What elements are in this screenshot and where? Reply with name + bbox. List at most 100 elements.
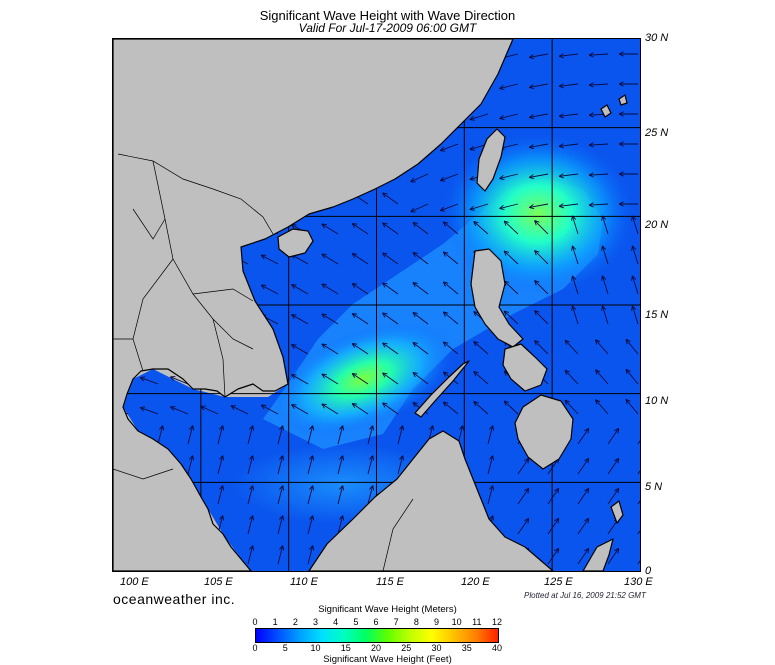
wave-arrow: [577, 457, 590, 475]
wave-arrow: [564, 399, 579, 415]
wave-arrow: [321, 373, 339, 385]
colorbar-meter-tick: 2: [292, 617, 298, 627]
wave-arrow: [139, 376, 159, 385]
colorbar-meter-tick: 0: [252, 617, 258, 627]
wave-arrow: [382, 222, 399, 235]
wave-arrow: [577, 517, 590, 535]
hainan-island: [277, 228, 314, 258]
wave-arrow: [351, 313, 369, 325]
colorbar-feet-tick: 30: [431, 643, 442, 653]
wave-arrow: [571, 245, 579, 265]
colorbar-feet-tick: 5: [282, 643, 288, 653]
wave-arrow: [534, 280, 549, 295]
lat-label-10n: 10 N: [645, 395, 669, 407]
wave-arrow: [499, 173, 519, 180]
wave-arrow: [439, 203, 459, 212]
wave-arrow: [473, 341, 489, 355]
colorbar-feet-tick: 40: [491, 643, 503, 653]
map-canvas: [113, 39, 640, 571]
wave-arrow: [170, 406, 189, 415]
wave-arrow: [637, 530, 640, 535]
colorbar-meter-tick: 11: [472, 617, 482, 627]
wave-arrow: [577, 487, 590, 505]
wave-arrow: [547, 517, 560, 535]
lon-label-115e: 115 E: [376, 576, 404, 588]
wave-arrow: [607, 427, 620, 445]
borneo-island: [308, 430, 554, 571]
wave-arrow: [558, 173, 579, 179]
colorbar-feet-tick: 10: [310, 643, 321, 653]
wave-arrow: [367, 425, 375, 445]
wave-arrow: [529, 83, 549, 90]
wave-arrow: [247, 425, 255, 445]
colorbar-feet-tick: 35: [461, 643, 472, 653]
colorbar-meter-tick: 7: [393, 617, 399, 627]
wave-arrow: [571, 305, 579, 325]
wave-arrow: [534, 250, 549, 265]
lon-label-105e: 105 E: [204, 576, 233, 588]
wave-arrow: [217, 485, 225, 505]
colorbar-meter-tick: 6: [373, 617, 379, 627]
wave-arrow: [367, 455, 375, 475]
wave-arrow: [247, 515, 255, 535]
wave-arrow: [260, 254, 279, 265]
wave-arrow: [607, 547, 620, 565]
wave-arrow: [412, 342, 429, 355]
wave-arrow: [487, 485, 495, 505]
wave-arrow: [469, 113, 489, 121]
wave-arrow: [473, 221, 489, 235]
wave-arrow: [412, 372, 429, 385]
wave-arrow: [534, 220, 549, 235]
wave-arrow: [473, 401, 489, 415]
wave-arrow: [499, 113, 519, 120]
wave-arrow: [337, 515, 345, 535]
wave-arrow: [529, 53, 549, 60]
wave-arrow: [595, 339, 609, 355]
lon-label-130e: 130 E: [624, 576, 653, 588]
wave-arrow: [187, 455, 195, 475]
wave-arrow: [351, 343, 369, 355]
wave-arrow: [277, 425, 285, 445]
wave-arrow: [321, 343, 339, 355]
wave-arrow: [547, 487, 560, 505]
wave-arrow: [517, 517, 530, 535]
wave-arrow: [601, 245, 609, 265]
wave-arrow: [529, 173, 549, 180]
wave-arrow: [230, 405, 249, 415]
wave-arrow: [351, 373, 369, 385]
wave-arrow: [187, 425, 195, 445]
wave-arrow: [277, 515, 285, 535]
wave-arrow: [588, 142, 609, 148]
mindanao-island: [514, 394, 574, 470]
wave-arrow: [558, 113, 579, 119]
wave-arrow: [442, 341, 459, 355]
colorbar-feet-tick: 15: [340, 643, 351, 653]
wave-arrow: [503, 400, 519, 415]
brand-logo-text: oceanweather inc.: [113, 591, 236, 607]
wave-arrow: [410, 173, 429, 183]
wave-arrow: [307, 455, 315, 475]
asia-mainland: [113, 39, 514, 571]
wave-arrow: [382, 402, 399, 415]
wave-arrow: [412, 312, 429, 325]
wave-arrow: [571, 275, 579, 295]
wave-arrow: [487, 425, 495, 445]
country-borders: [113, 153, 414, 571]
wave-arrow: [337, 485, 345, 505]
wave-arrow: [442, 221, 459, 235]
wave-arrow: [291, 284, 309, 295]
wave-arrow: [618, 81, 638, 87]
luzon-island: [470, 248, 524, 348]
wave-arrow: [631, 245, 639, 265]
wave-arrow: [291, 374, 309, 385]
wave-arrow: [618, 111, 638, 117]
wave-arrow: [337, 455, 345, 475]
wave-arrow: [618, 201, 638, 207]
wave-arrow: [588, 172, 609, 178]
wave-arrow: [517, 487, 530, 505]
wave-arrow: [307, 425, 315, 445]
wave-arrow: [139, 406, 159, 415]
land: [113, 39, 628, 571]
wave-arrow: [412, 282, 429, 295]
wave-arrow: [588, 82, 609, 88]
